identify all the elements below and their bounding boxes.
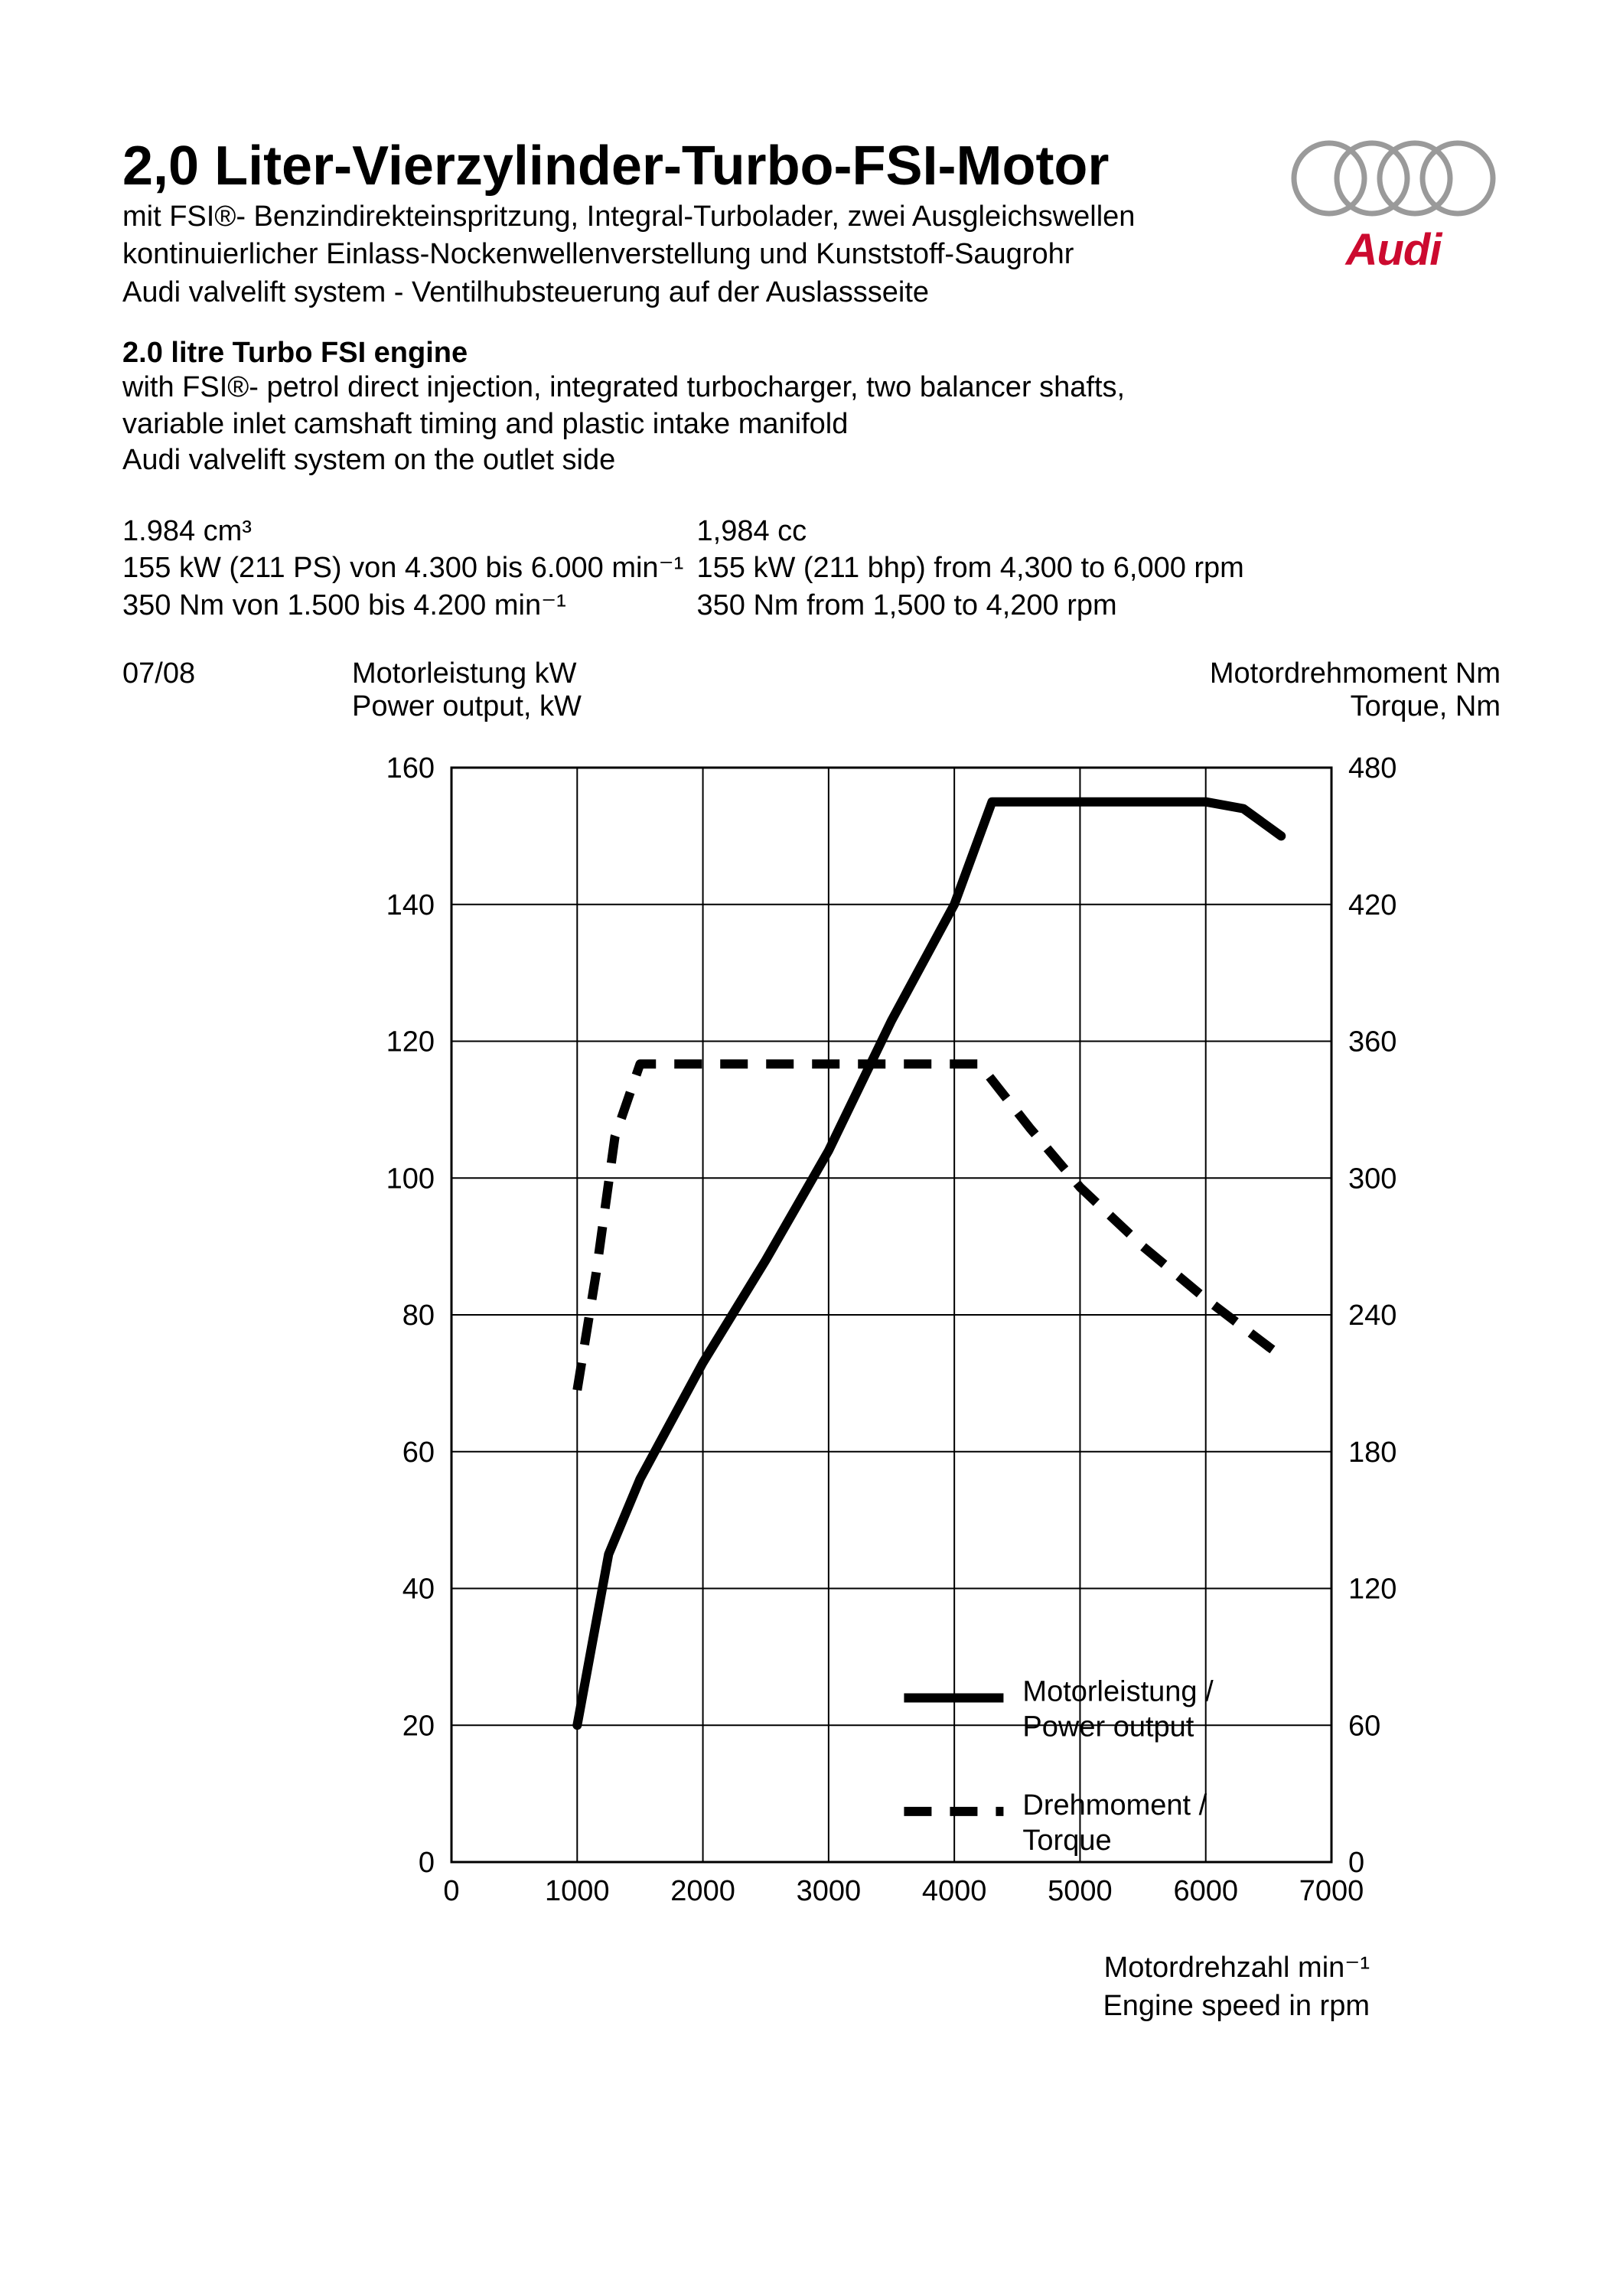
svg-text:0: 0 (1348, 1847, 1364, 1879)
svg-text:100: 100 (386, 1163, 435, 1195)
svg-text:2000: 2000 (670, 1875, 735, 1907)
svg-text:5000: 5000 (1048, 1875, 1113, 1907)
svg-text:120: 120 (386, 1026, 435, 1058)
svg-text:140: 140 (386, 889, 435, 921)
y-axis-left-label: Motorleistung kW Power output, kW (352, 657, 1118, 723)
spec-en-torque: 350 Nm from 1,500 to 4,200 rpm (697, 587, 1272, 625)
audi-logo: Audi (1286, 138, 1501, 276)
svg-text:420: 420 (1348, 889, 1396, 921)
subtitle-de-line3: Audi valvelift system - Ventilhubsteueru… (122, 275, 1271, 311)
en-section-title: 2.0 litre Turbo FSI engine (122, 337, 1271, 370)
specs-german: 1.984 cm³ 155 kW (211 PS) von 4.300 bis … (122, 513, 697, 625)
svg-text:0: 0 (419, 1847, 435, 1879)
svg-text:20: 20 (402, 1711, 435, 1743)
svg-text:240: 240 (1348, 1300, 1396, 1332)
subtitle-en-line2: variable inlet camshaft timing and plast… (122, 406, 1271, 443)
svg-text:1000: 1000 (545, 1875, 610, 1907)
power-torque-chart: 0 20 40 60 80 100 120 140 160 0 60 120 180 240 300 360 4… (352, 745, 1423, 1939)
audi-wordmark: Audi (1286, 224, 1501, 276)
svg-text:Motorleistung /: Motorleistung / (1022, 1676, 1214, 1708)
svg-text:4000: 4000 (922, 1875, 987, 1907)
spec-de-torque: 350 Nm von 1.500 bis 4.200 min⁻¹ (122, 587, 697, 625)
svg-text:160: 160 (386, 752, 435, 784)
svg-text:Drehmoment /: Drehmoment / (1022, 1789, 1207, 1821)
subtitle-de-line1: mit FSI®- Benzindirekteinspritzung, Inte… (122, 199, 1271, 236)
svg-text:60: 60 (1348, 1711, 1380, 1743)
svg-text:180: 180 (1348, 1437, 1396, 1469)
subtitle-en-line3: Audi valvelift system on the outlet side (122, 442, 1271, 479)
svg-text:80: 80 (402, 1300, 435, 1332)
subtitle-en-line1: with FSI®- petrol direct injection, inte… (122, 370, 1271, 406)
y-axis-right-label: Motordrehmoment Nm Torque, Nm (1118, 657, 1501, 723)
x-axis-label: Motordrehzahl min⁻¹ Engine speed in rpm (352, 1949, 1423, 2025)
svg-text:6000: 6000 (1173, 1875, 1238, 1907)
page-title: 2,0 Liter-Vierzylinder-Turbo-FSI-Motor (122, 138, 1271, 196)
spec-de-power: 155 kW (211 PS) von 4.300 bis 6.000 min⁻… (122, 550, 697, 587)
specs-english: 1,984 cc 155 kW (211 bhp) from 4,300 to … (697, 513, 1272, 625)
svg-text:7000: 7000 (1299, 1875, 1364, 1907)
document-date: 07/08 (122, 657, 352, 690)
svg-text:300: 300 (1348, 1163, 1396, 1195)
audi-rings-icon (1286, 138, 1501, 219)
spec-en-displacement: 1,984 cc (697, 513, 1272, 550)
subtitle-de-line2: kontinuierlicher Einlass-Nockenwellenver… (122, 236, 1271, 273)
svg-text:480: 480 (1348, 752, 1396, 784)
svg-text:3000: 3000 (797, 1875, 862, 1907)
svg-text:60: 60 (402, 1437, 435, 1469)
svg-text:Power output: Power output (1022, 1711, 1194, 1743)
svg-text:360: 360 (1348, 1026, 1396, 1058)
svg-text:Torque: Torque (1022, 1825, 1111, 1857)
svg-text:40: 40 (402, 1574, 435, 1606)
svg-text:120: 120 (1348, 1574, 1396, 1606)
spec-de-displacement: 1.984 cm³ (122, 513, 697, 550)
svg-text:0: 0 (443, 1875, 459, 1907)
spec-en-power: 155 kW (211 bhp) from 4,300 to 6,000 rpm (697, 550, 1272, 587)
